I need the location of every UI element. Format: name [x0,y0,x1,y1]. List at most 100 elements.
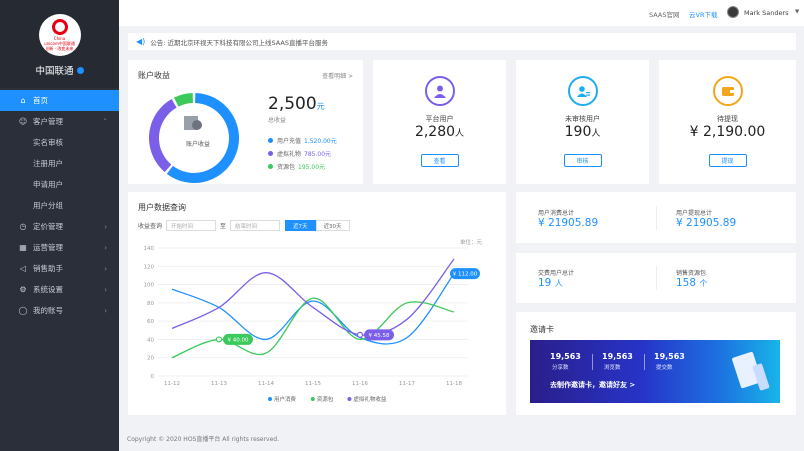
operations-icon: ▦ [19,243,27,252]
sidebar-item-customer-management[interactable]: ☺ 客户管理 ˄ [0,111,119,132]
view-details-link[interactable]: 查看明细 > [322,73,353,80]
chevron-up-icon: ˄ [103,117,108,126]
last-30-days-button[interactable]: 近30天 [315,220,350,231]
sidebar-item-home[interactable]: ⌂ 首页 [0,90,119,111]
sidebar-subitem-user-groups[interactable]: 用户分组 [33,201,63,210]
user-name[interactable]: Mark Sanders [744,9,789,17]
stat-label: 平台用户 [425,115,454,123]
legend-dot [268,138,273,143]
consume-total-value: ¥ 21905.89 [538,217,599,229]
sidebar-subitem-registered-users[interactable]: 注册用户 [33,159,63,168]
donut-slice[interactable] [149,98,177,173]
sidebar-subitem-applicants[interactable]: 申请用户 [33,180,63,189]
stat-unit: 人 [455,129,465,139]
views-label: 浏览数 [604,365,621,371]
range-separator: 至 [220,223,227,230]
brand-label: 中国联通 [35,66,74,77]
data-point[interactable] [215,336,223,343]
top-bar: SAAS官网 云VR下载 Mark Sanders ▼ [119,0,804,26]
vr-download-link[interactable]: 云VR下载 [689,11,718,19]
account-revenue-card: 账户收益 查看明细 > 账户收益 2,500元 总收益 用户充值 1,520.0… [128,60,363,184]
chevron-right-icon: › [104,222,107,231]
sidebar-item-label: 我的账号 [33,306,63,315]
saas-site-link[interactable]: SAAS官网 [649,11,680,19]
data-tooltip [364,329,394,341]
series-line[interactable] [171,258,455,336]
x-tick-label: 11-16 [352,381,368,387]
sidebar-item-my-account[interactable]: ◯ 我的账号 › [0,300,119,321]
avatar[interactable] [727,6,739,18]
announcement-text[interactable]: 公告: 近期北京环视天下科技有限公司上线SAAS直播平台服务 [150,38,328,47]
revenue-title: 账户收益 [138,71,170,80]
review-button[interactable]: 审核 [563,154,602,167]
y-tick-label: 0 [151,374,155,380]
sidebar-item-pricing[interactable]: ◷ 定价管理 › [0,216,119,237]
query-title: 用户数据查询 [138,203,186,212]
y-tick-label: 120 [144,264,155,270]
sidebar-item-operations[interactable]: ▦ 运营管理 › [0,237,119,258]
total-revenue: 2,500元 [268,94,325,114]
paid-users-label: 交费用户总计 [538,270,575,277]
unreviewed-users-card: 未审核用户 190人 审核 [516,60,649,184]
withdraw-total-value: ¥ 21905.89 [676,217,737,229]
stat-value: 2,280人 [373,124,506,140]
start-date-input[interactable]: 开始时间 [166,220,217,231]
china-unicom-logo[interactable]: China unicom中国联通 创新 · 改变未来 [38,14,81,56]
invite-card: 邀请卡 19,563 分享数 19,563 浏览数 19,563 提交数 去制作… [516,312,796,415]
create-invite-link[interactable]: 去制作邀请卡，邀请好友 > [550,381,636,389]
stat-number: 190 [564,124,592,140]
end-date-input[interactable]: 结束时间 [230,220,281,231]
id-card-icon [567,76,598,106]
shares-count: 19,563 [550,352,581,361]
sidebar-item-sales-assistant[interactable]: ◁ 销售助手 › [0,258,119,279]
total-revenue-value: 2,500 [268,94,317,114]
user-data-line-chart: 0 20 40 60 80 100 120 140 11-12 11-13 11-14 11-15 11… [144,246,480,403]
series-line[interactable] [171,273,455,345]
y-tick-label: 140 [144,246,155,252]
invite-banner[interactable]: 19,563 分享数 19,563 浏览数 19,563 提交数 去制作邀请卡，… [530,340,780,403]
y-tick-label: 20 [147,356,154,362]
sidebar-subitem-realname-review[interactable]: 实名审核 [33,138,63,147]
withdraw-button[interactable]: 提现 [708,154,747,167]
y-tick-label: 80 [147,301,154,307]
platform-users-card: 平台用户 2,280人 查看 [373,60,506,184]
view-users-button[interactable]: 查看 [420,154,459,167]
unicom-knot-icon [51,19,68,35]
revenue-donut-chart: 账户收益 [149,93,239,183]
legend-label[interactable]: 资源包 [317,395,334,403]
legend-label[interactable]: 虚拟礼物收益 [353,395,387,403]
sidebar-item-label: 系统设置 [33,285,63,294]
paid-users-unit: 人 [554,279,563,288]
sidebar-item-settings[interactable]: ⚙ 系统设置 › [0,279,119,300]
total-revenue-label: 总收益 [268,117,287,124]
divider [644,354,645,370]
footer-copyright: Copyright © 2020 HOS直播平台 All rights rese… [127,436,280,443]
x-tick-label: 11-17 [399,381,415,387]
stat-label: 待提现 [717,115,738,123]
y-tick-label: 60 [147,319,154,325]
person-icon [424,76,455,106]
chevron-down-icon[interactable]: ▼ [795,9,800,15]
last-7-days-button[interactable]: 近7天 [285,220,316,231]
sidebar-menu: ⌂ 首页 ☺ 客户管理 ˄ 实名审核 注册用户 申请用户 用户分组 ◷ 定价管理… [0,90,119,321]
legend-value: 1,520.00元 [304,138,337,145]
data-point[interactable] [356,331,364,338]
donut-slice[interactable] [174,93,194,107]
legend-item-packages: 资源包 195.00元 [268,162,325,171]
logo-text-line3: 创新 · 改变未来 [45,46,74,51]
legend-dot [268,164,273,169]
donut-slice[interactable] [166,93,239,183]
stat-number: 2,280 [414,124,456,140]
logo-text-line2: unicom中国联通 [44,41,75,46]
y-tick-label: 100 [144,283,155,289]
legend-dot [347,397,352,401]
user-data-query-card: 0 20 40 60 80 100 120 140 11-12 11-13 11-14 11-15 11… [128,192,506,415]
data-label: ¥ 40.00 [228,337,249,343]
x-tick-label: 11-14 [258,381,274,387]
packages-sold-label: 销售资源包 [676,270,707,277]
views-count: 19,563 [602,352,633,361]
chevron-right-icon: › [104,243,107,252]
legend-label[interactable]: 用户消费 [274,395,297,403]
legend-item-gifts: 虚拟礼物 785.00元 [268,149,331,158]
divider [656,266,657,290]
